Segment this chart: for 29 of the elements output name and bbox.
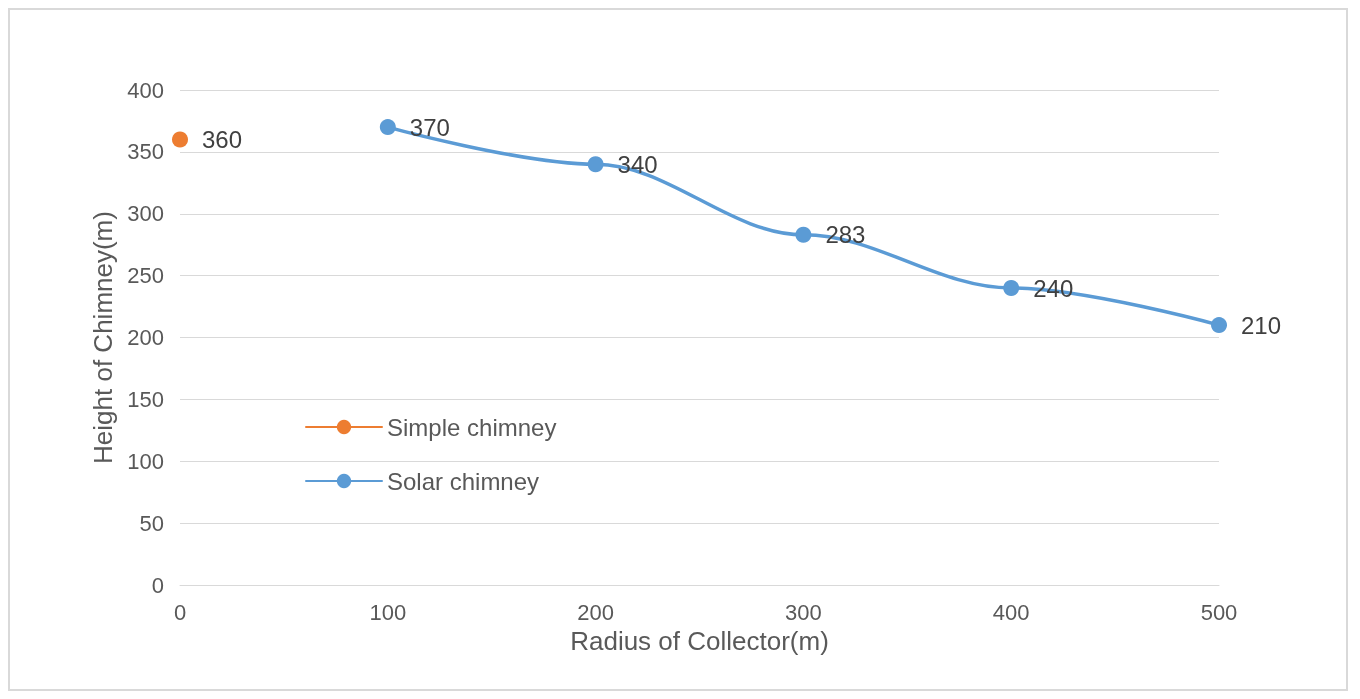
y-tick-label: 150	[127, 386, 164, 412]
x-tick-label: 200	[577, 599, 614, 625]
y-tick-label: 400	[127, 77, 164, 103]
legend-label: Solar chimney	[387, 467, 540, 495]
x-tick-label: 0	[173, 599, 187, 625]
data-label: 340	[617, 150, 658, 178]
data-label: 370	[409, 113, 450, 141]
point	[795, 226, 812, 243]
x-tick-label: 500	[1200, 599, 1238, 625]
point	[1003, 280, 1020, 296]
point	[1211, 317, 1227, 334]
data-label: 210	[1241, 311, 1282, 339]
x-tick-label: 400	[992, 599, 1030, 625]
x-tick-label: 300	[785, 599, 822, 625]
y-tick-label: 350	[127, 139, 164, 165]
y-tick-label: 250	[127, 263, 164, 289]
y-tick-label: 300	[127, 201, 164, 227]
x-tick-label: 100	[369, 599, 407, 625]
legend-label: Simple chimney	[387, 413, 557, 441]
y-axis-title: Height of Chimney(m)	[88, 211, 119, 464]
y-tick-label: 50	[139, 510, 164, 536]
y-tick-label: 0	[151, 572, 164, 598]
point	[172, 131, 188, 148]
y-tick-label: 200	[127, 325, 164, 350]
point	[379, 119, 396, 136]
data-label: 360	[202, 126, 243, 153]
point	[587, 156, 604, 173]
x-axis-title: Radius of Collector(m)	[570, 625, 829, 656]
y-tick-label: 100	[127, 448, 164, 474]
